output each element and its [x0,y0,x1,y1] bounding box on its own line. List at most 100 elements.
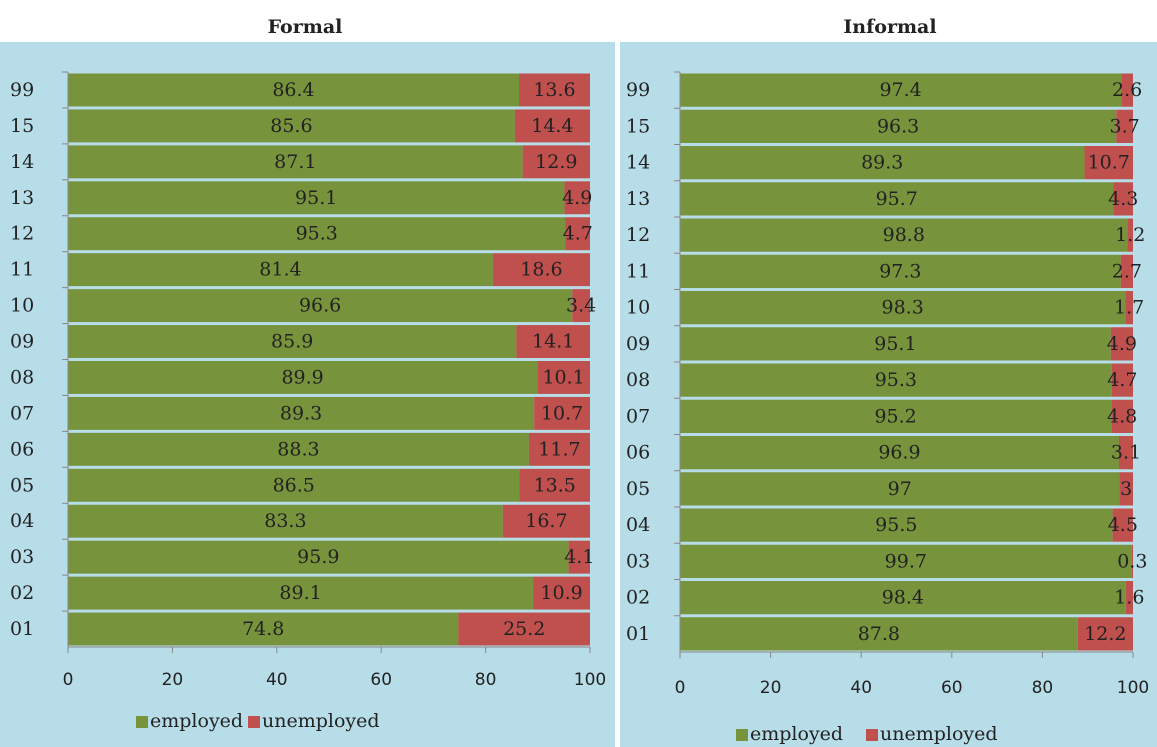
bar-segment [68,468,520,502]
y-tick-label: 02 [626,587,650,609]
bar-segment [1119,472,1133,506]
bar-segment [564,181,590,215]
y-tick-label: 13 [626,188,650,210]
data-label: 97.4 [879,79,921,101]
bar-segment [1084,146,1133,180]
data-label: 3 [1120,478,1132,500]
x-tick-label: 20 [760,678,782,698]
legend-swatch [736,729,748,741]
bar-segment [519,468,590,502]
data-label: 98.3 [881,297,923,319]
bar-segment [534,396,590,430]
data-label: 95.1 [295,187,337,209]
y-tick-label: 09 [626,333,650,355]
bar-segment [522,145,590,179]
y-tick-label: 06 [626,442,650,464]
data-label: 4.8 [1107,405,1137,427]
data-label: 83.3 [264,510,306,532]
data-label: 12.9 [535,151,577,173]
y-tick-label: 14 [626,152,650,174]
bar-segment [1131,544,1133,578]
data-label: 3.4 [566,295,596,317]
data-label: 85.9 [271,331,313,353]
y-tick-label: 11 [10,259,34,281]
data-label: 74.8 [242,618,284,640]
data-label: 98.8 [883,224,925,246]
data-label: 4.9 [562,187,592,209]
bar-segment [1112,508,1133,542]
bar-segment [1111,399,1133,433]
data-label: 13.5 [534,474,576,496]
x-tick-label: 40 [850,678,872,698]
bar-segment [1118,436,1133,470]
data-label: 2.6 [1112,79,1142,101]
data-label: 25.2 [503,618,545,640]
bar-segment [458,612,590,646]
chart-title: Informal [843,16,936,38]
bar-segment [568,540,590,574]
x-tick-label: 0 [675,678,686,698]
data-label: 87.8 [858,623,900,645]
data-label: 95.1 [874,333,916,355]
y-tick-label: 10 [626,297,650,319]
data-label: 81.4 [259,259,301,281]
data-label: 10.1 [542,366,584,388]
y-tick-label: 08 [10,366,34,388]
y-tick-label: 06 [10,438,34,460]
data-label: 89.3 [861,152,903,174]
bar-segment [572,289,590,323]
bar-segment [680,146,1085,180]
y-tick-label: 07 [626,405,650,427]
y-tick-label: 08 [626,369,650,391]
data-label: 4.7 [1107,369,1137,391]
data-label: 4.3 [1108,188,1138,210]
bar-segment [680,617,1078,651]
data-label: 16.7 [525,510,567,532]
chart-title: Formal [268,16,343,38]
legend-label: employed [750,723,843,745]
bar-segment [680,399,1112,433]
bar-segment [68,504,503,538]
x-tick-label: 80 [1032,678,1054,698]
data-label: 4.1 [564,546,594,568]
bar-segment [680,436,1119,470]
y-tick-label: 04 [10,510,34,532]
bar-segment [68,432,529,466]
bar-segment [680,363,1112,397]
data-label: 95.3 [875,369,917,391]
bar-segment [68,73,520,107]
data-label: 4.7 [563,223,593,245]
bar-segment [680,218,1128,252]
bar-segment [68,612,459,646]
bar-segment [680,581,1126,615]
data-label: 95.5 [875,514,917,536]
data-label: 98.4 [882,587,924,609]
legend-swatch [248,716,260,728]
data-label: 96.9 [878,442,920,464]
bar-segment [68,325,517,358]
bar-segment [1111,363,1133,397]
y-tick-label: 02 [10,582,34,604]
y-tick-label: 05 [10,474,34,496]
data-label: 99.7 [885,550,927,572]
x-tick-label: 60 [941,678,963,698]
data-label: 96.3 [877,115,919,137]
y-tick-label: 07 [10,402,34,424]
data-label: 1.6 [1114,587,1144,609]
bar-segment [1113,182,1133,216]
bar-segment [680,254,1121,288]
bar-segment [1121,73,1133,107]
data-label: 88.3 [277,438,319,460]
legend-label: employed [150,710,243,732]
y-tick-label: 09 [10,331,34,353]
legend-swatch [136,716,148,728]
y-tick-label: 15 [626,115,650,137]
data-label: 1.2 [1115,224,1145,246]
y-tick-label: 01 [626,623,650,645]
bar-segment [1127,218,1133,252]
legend-label: unemployed [262,710,380,732]
bar-segment [680,472,1120,506]
bar-segment [68,109,515,143]
y-tick-label: 12 [10,223,34,245]
